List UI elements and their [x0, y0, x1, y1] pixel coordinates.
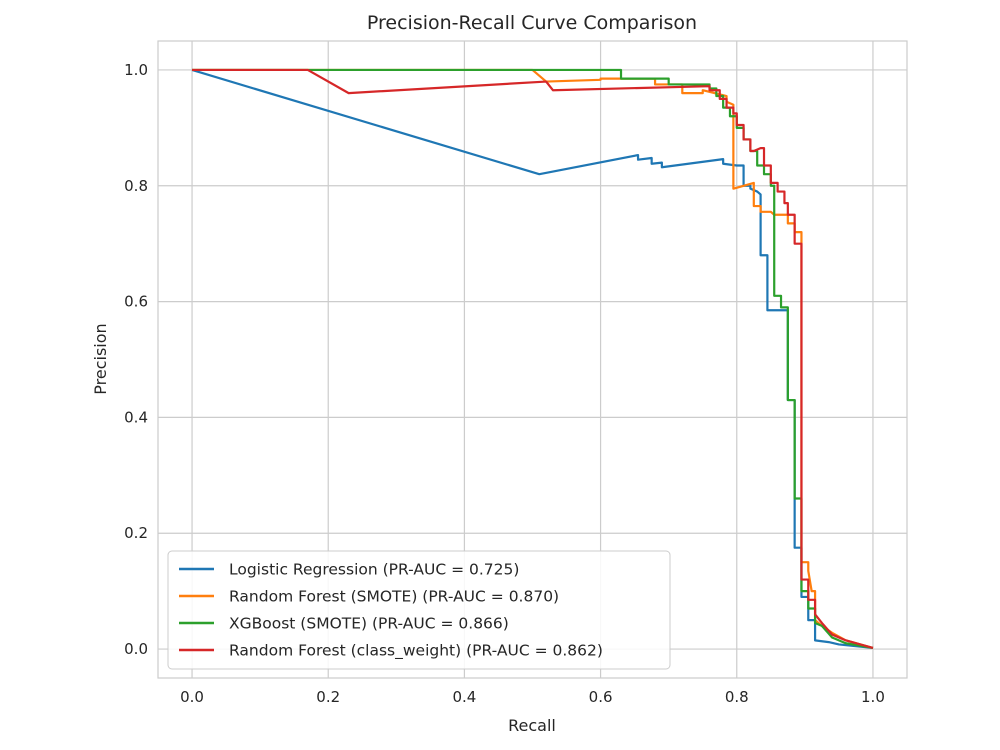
chart-title: Precision-Recall Curve Comparison	[367, 12, 697, 34]
y-tick-label: 0.6	[124, 293, 148, 311]
x-tick-labels: 0.0 0.2 0.4 0.6 0.8 1.0	[180, 688, 885, 706]
y-tick-label: 0.0	[124, 640, 148, 658]
x-tick-label: 0.6	[589, 688, 613, 706]
x-tick-label: 0.2	[316, 688, 340, 706]
y-tick-label: 1.0	[124, 61, 148, 79]
series-line-3	[192, 68, 874, 649]
legend: Logistic Regression (PR-AUC = 0.725) Rand…	[167, 550, 671, 670]
series-line-1	[192, 68, 874, 649]
legend-label: XGBoost (SMOTE) (PR-AUC = 0.866)	[229, 615, 509, 633]
x-tick-label: 0.8	[725, 688, 749, 706]
y-tick-label: 0.2	[124, 524, 148, 542]
x-tick-label: 0.4	[452, 688, 476, 706]
legend-label: Random Forest (class_weight) (PR-AUC = 0…	[229, 642, 603, 661]
series-lines	[191, 68, 874, 649]
y-tick-labels: 0.0 0.2 0.4 0.6 0.8 1.0	[124, 61, 148, 658]
x-axis-label: Recall	[508, 716, 556, 735]
y-tick-label: 0.8	[124, 177, 148, 195]
plot-frame	[157, 40, 908, 679]
y-tick-label: 0.4	[124, 408, 148, 426]
y-axis-label: Precision	[91, 323, 110, 394]
legend-box	[167, 550, 671, 670]
x-tick-label: 1.0	[861, 688, 885, 706]
legend-label: Logistic Regression (PR-AUC = 0.725)	[229, 561, 519, 579]
x-tick-label: 0.0	[180, 688, 204, 706]
legend-label: Random Forest (SMOTE) (PR-AUC = 0.870)	[229, 588, 559, 606]
